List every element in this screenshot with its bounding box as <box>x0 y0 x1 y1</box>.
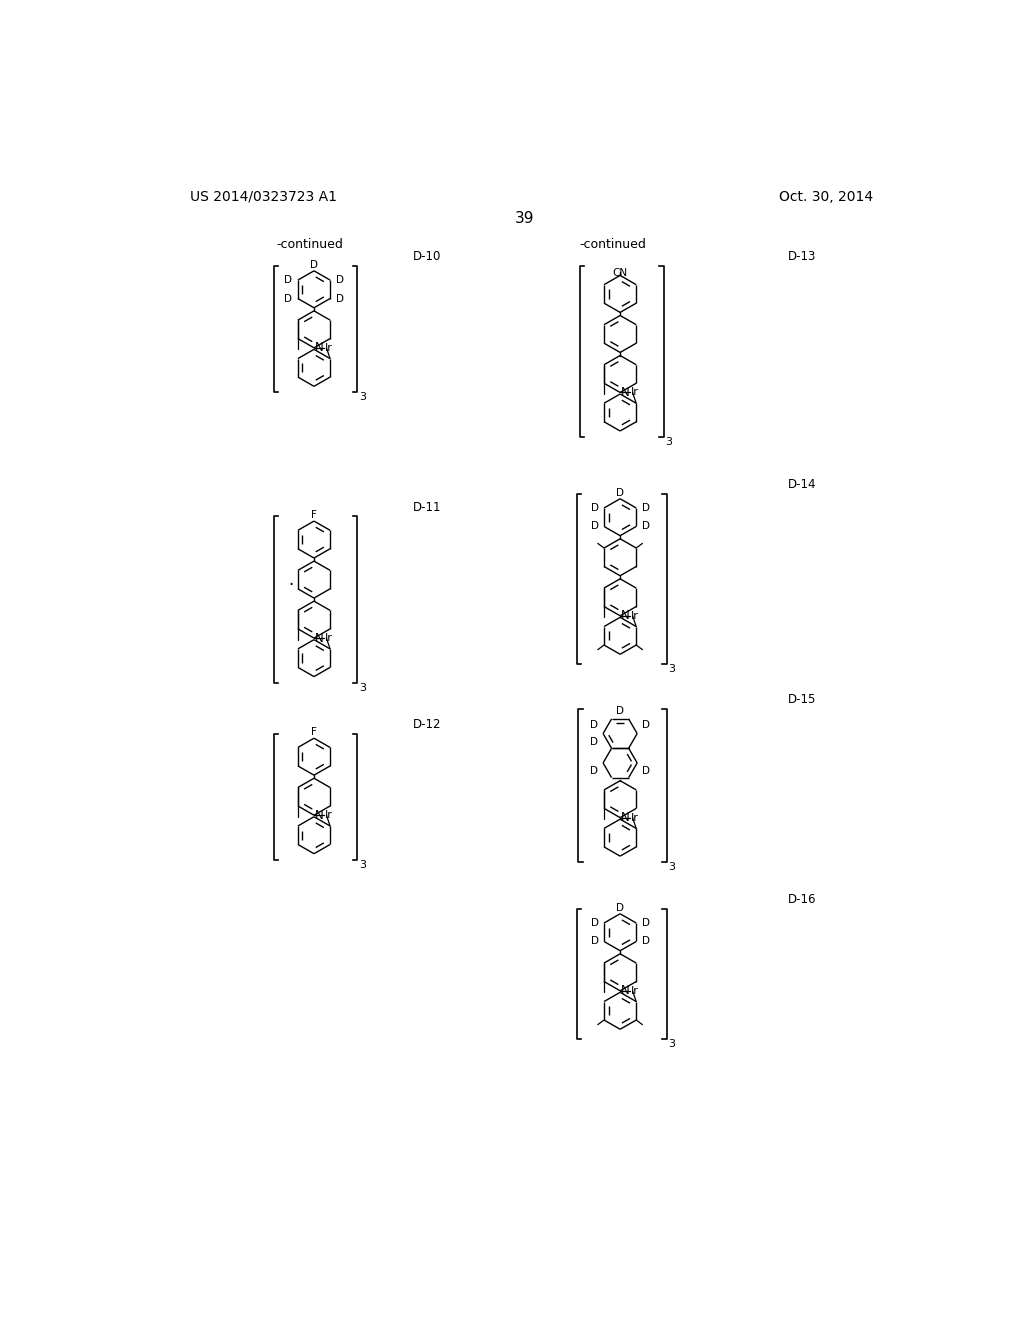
Text: N: N <box>314 809 324 822</box>
Text: Ir: Ir <box>325 343 333 352</box>
Text: D-14: D-14 <box>788 478 817 491</box>
Text: Ir: Ir <box>631 611 639 620</box>
Text: N: N <box>314 631 324 644</box>
Text: D: D <box>591 521 599 532</box>
Text: US 2014/0323723 A1: US 2014/0323723 A1 <box>190 190 337 203</box>
Text: D-15: D-15 <box>788 693 817 706</box>
Text: N: N <box>314 342 324 354</box>
Text: D-11: D-11 <box>414 500 441 513</box>
Text: D: D <box>336 275 343 285</box>
Text: Ir: Ir <box>325 634 333 643</box>
Text: D: D <box>642 521 649 532</box>
Text: Ir: Ir <box>631 986 639 995</box>
Text: D: D <box>642 503 649 513</box>
Text: N: N <box>621 610 630 622</box>
Text: D: D <box>285 293 293 304</box>
Text: D: D <box>310 260 318 271</box>
Text: D: D <box>591 767 598 776</box>
Text: 3: 3 <box>359 682 366 693</box>
Text: D: D <box>285 275 293 285</box>
Text: D: D <box>616 488 624 498</box>
Text: .: . <box>288 570 293 589</box>
Text: 3: 3 <box>359 859 366 870</box>
Text: Ir: Ir <box>631 388 639 397</box>
Text: D: D <box>591 917 599 928</box>
Text: 3: 3 <box>669 862 675 873</box>
Text: 39: 39 <box>515 211 535 226</box>
Text: N: N <box>621 385 630 399</box>
Text: D-12: D-12 <box>414 718 441 731</box>
Text: D: D <box>642 917 649 928</box>
Text: D: D <box>616 903 624 913</box>
Text: D: D <box>591 936 599 946</box>
Text: D: D <box>642 721 650 730</box>
Text: F: F <box>311 511 317 520</box>
Text: D: D <box>591 503 599 513</box>
Text: Ir: Ir <box>631 813 639 822</box>
Text: Ir: Ir <box>325 810 333 820</box>
Text: D-13: D-13 <box>788 249 817 263</box>
Text: CN: CN <box>612 268 628 277</box>
Text: -continued: -continued <box>276 238 344 251</box>
Text: D: D <box>642 767 650 776</box>
Text: 3: 3 <box>665 437 672 447</box>
Text: 3: 3 <box>669 664 675 673</box>
Text: D-16: D-16 <box>788 894 817 907</box>
Text: D: D <box>616 706 624 715</box>
Text: D: D <box>591 737 598 747</box>
Text: 3: 3 <box>669 1039 675 1048</box>
Text: D: D <box>642 936 649 946</box>
Text: D: D <box>336 293 343 304</box>
Text: D-10: D-10 <box>414 249 441 263</box>
Text: 3: 3 <box>359 392 366 403</box>
Text: N: N <box>621 812 630 824</box>
Text: -continued: -continued <box>579 238 646 251</box>
Text: Oct. 30, 2014: Oct. 30, 2014 <box>779 190 873 203</box>
Text: D: D <box>591 721 598 730</box>
Text: F: F <box>311 727 317 738</box>
Text: N: N <box>621 985 630 998</box>
